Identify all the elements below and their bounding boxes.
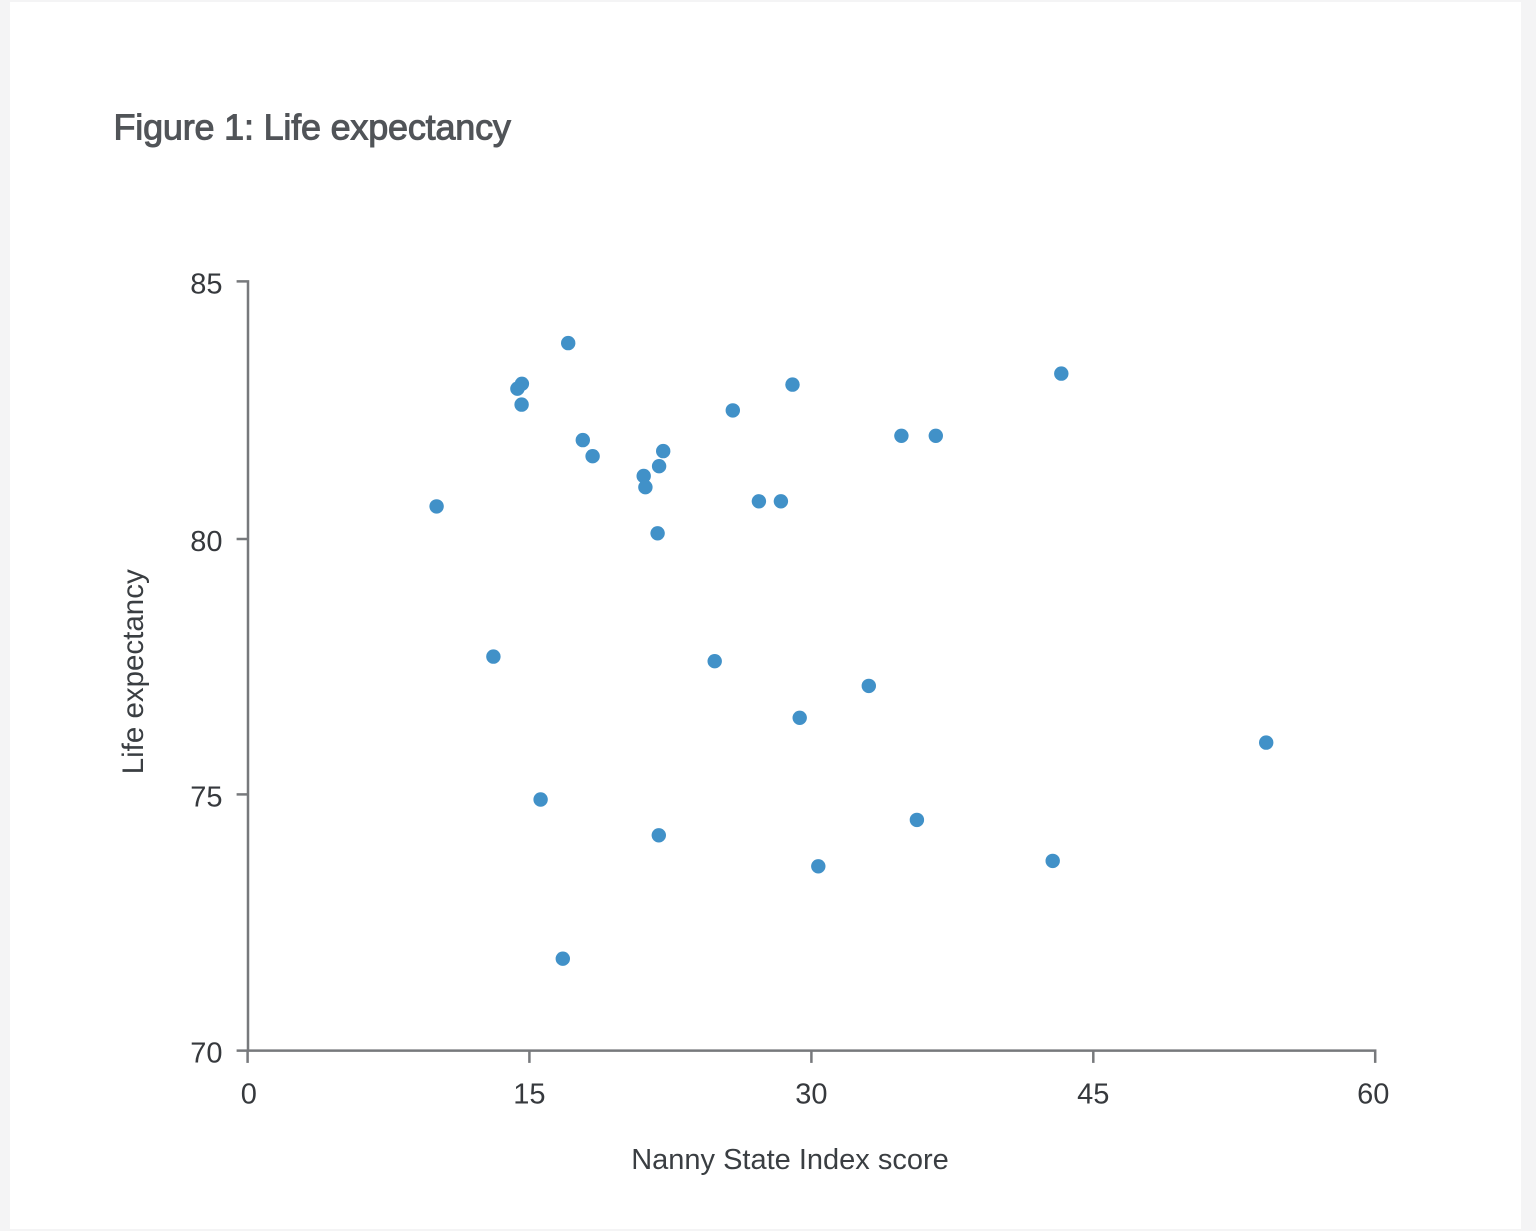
svg-text:Life expectancy: Life expectancy <box>117 569 150 774</box>
svg-text:75: 75 <box>190 782 222 814</box>
svg-text:85: 85 <box>190 269 222 301</box>
svg-text:30: 30 <box>795 1079 827 1111</box>
svg-text:45: 45 <box>1077 1079 1109 1111</box>
svg-text:60: 60 <box>1357 1079 1389 1111</box>
svg-text:15: 15 <box>513 1079 545 1111</box>
svg-text:Nanny State Index score: Nanny State Index score <box>631 1144 949 1176</box>
svg-text:80: 80 <box>190 526 222 558</box>
svg-text:0: 0 <box>241 1079 257 1111</box>
svg-text:Figure 1: Life expectancy: Figure 1: Life expectancy <box>114 107 511 148</box>
svg-text:70: 70 <box>190 1038 222 1070</box>
